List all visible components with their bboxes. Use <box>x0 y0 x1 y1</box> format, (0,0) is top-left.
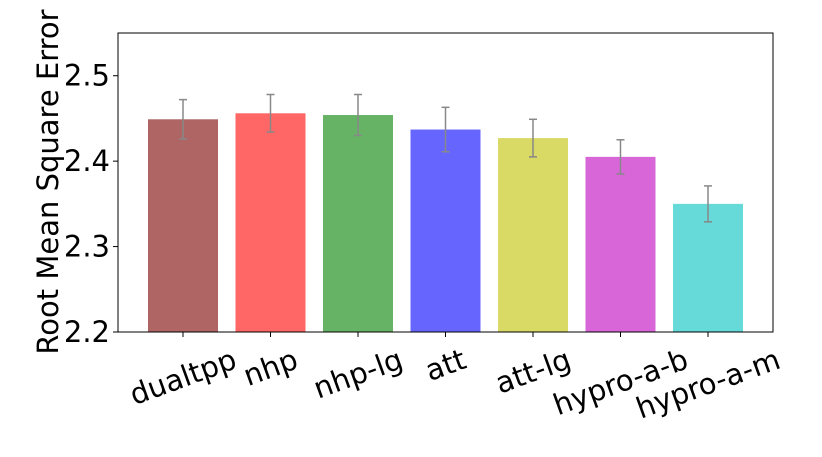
x-tick-label: nhp <box>239 342 302 393</box>
bar <box>498 138 568 332</box>
bar <box>323 115 393 332</box>
plot-frame <box>117 32 774 333</box>
x-tick-label: att <box>421 342 471 388</box>
bar <box>585 156 656 332</box>
bar <box>410 129 481 332</box>
y-tick-label: 2.4 <box>64 144 110 178</box>
bar <box>148 119 218 332</box>
x-tick-label: nhp-lg <box>309 342 407 405</box>
y-tick-label: 2.3 <box>64 230 110 264</box>
bar <box>235 113 306 332</box>
x-tick-label: dualtpp <box>125 342 241 412</box>
y-tick-label: 2.2 <box>64 315 110 349</box>
bar <box>673 203 743 332</box>
y-axis-label: Root Mean Square Error <box>31 9 65 354</box>
y-tick-label: 2.5 <box>64 59 110 93</box>
